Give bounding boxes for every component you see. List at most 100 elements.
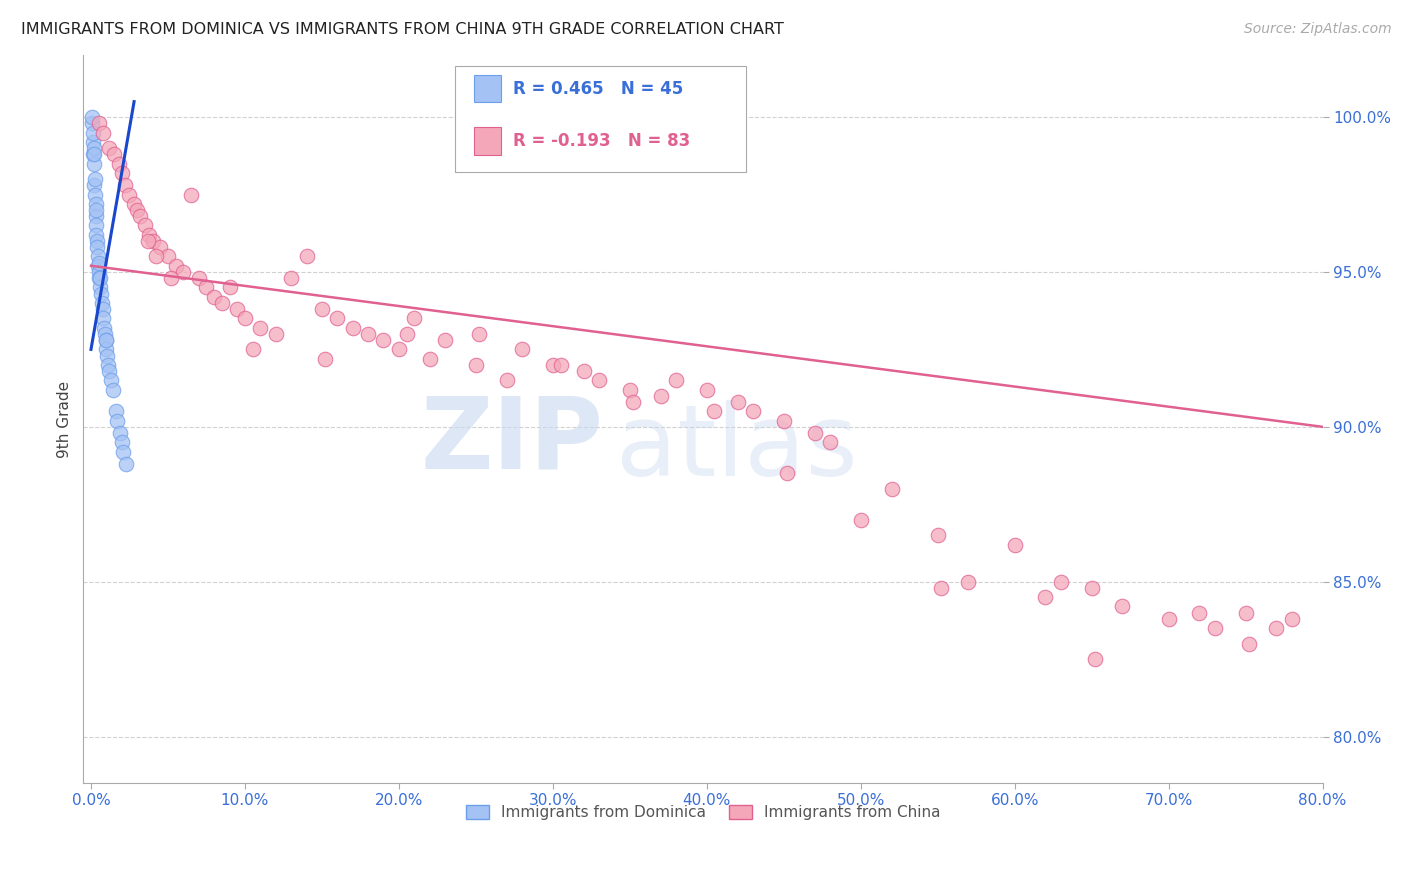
Point — [957, 574, 980, 589]
Point — [1204, 621, 1226, 635]
Point — [927, 528, 949, 542]
Point — [86, 240, 108, 254]
Text: R = -0.193   N = 83: R = -0.193 N = 83 — [513, 132, 690, 150]
Point — [93, 320, 115, 334]
Point — [87, 259, 110, 273]
Point — [100, 373, 122, 387]
Point — [357, 326, 380, 341]
Text: ZIP: ZIP — [420, 392, 603, 490]
Point — [264, 326, 287, 341]
Point — [419, 351, 441, 366]
Point — [110, 425, 132, 440]
Point — [619, 383, 641, 397]
Point — [96, 333, 118, 347]
Point — [91, 311, 114, 326]
Point — [468, 326, 491, 341]
Point — [129, 209, 152, 223]
Point — [434, 333, 457, 347]
Point — [103, 147, 125, 161]
Point — [89, 271, 111, 285]
Point — [233, 311, 256, 326]
Point — [818, 435, 841, 450]
Point — [742, 404, 765, 418]
Point — [572, 364, 595, 378]
Point — [83, 187, 105, 202]
Point — [138, 227, 160, 242]
Point — [202, 290, 225, 304]
Point — [112, 444, 135, 458]
Point — [1084, 652, 1107, 666]
Legend: Immigrants from Dominica, Immigrants from China: Immigrants from Dominica, Immigrants fro… — [460, 799, 946, 826]
Point — [404, 311, 426, 326]
Bar — [474, 128, 501, 155]
Point — [172, 265, 194, 279]
Y-axis label: 9th Grade: 9th Grade — [58, 381, 72, 458]
Point — [280, 271, 302, 285]
Point — [395, 326, 418, 341]
Point — [98, 141, 121, 155]
Point — [80, 116, 103, 130]
Point — [588, 373, 610, 387]
Point — [772, 414, 794, 428]
Point — [650, 389, 672, 403]
Point — [104, 404, 127, 418]
Point — [1035, 590, 1057, 604]
Point — [342, 320, 364, 334]
Point — [86, 219, 108, 233]
Point — [1188, 606, 1211, 620]
Text: R = 0.465   N = 45: R = 0.465 N = 45 — [513, 79, 683, 97]
Point — [84, 202, 107, 217]
Point — [118, 187, 141, 202]
Point — [83, 156, 105, 170]
Point — [803, 425, 825, 440]
Point — [82, 147, 104, 161]
Point — [89, 280, 111, 294]
Point — [165, 259, 187, 273]
Point — [96, 349, 118, 363]
Point — [665, 373, 688, 387]
Point — [211, 296, 233, 310]
Point — [314, 351, 336, 366]
Point — [195, 280, 218, 294]
FancyBboxPatch shape — [456, 66, 747, 171]
Point — [98, 364, 121, 378]
Point — [160, 271, 183, 285]
Point — [96, 343, 118, 357]
Point — [82, 110, 104, 124]
Point — [464, 358, 486, 372]
Point — [249, 320, 271, 334]
Point — [550, 358, 572, 372]
Point — [621, 395, 644, 409]
Point — [326, 311, 349, 326]
Point — [180, 187, 202, 202]
Bar — [474, 75, 501, 103]
Point — [295, 250, 318, 264]
Point — [187, 271, 209, 285]
Point — [94, 333, 117, 347]
Point — [111, 166, 134, 180]
Point — [87, 250, 110, 264]
Point — [495, 373, 517, 387]
Point — [1281, 612, 1303, 626]
Point — [83, 147, 105, 161]
Point — [541, 358, 564, 372]
Point — [94, 326, 117, 341]
Point — [84, 209, 107, 223]
Point — [703, 404, 725, 418]
Point — [1050, 574, 1073, 589]
Point — [1237, 637, 1260, 651]
Point — [114, 178, 136, 193]
Point — [1157, 612, 1180, 626]
Point — [776, 467, 799, 481]
Point — [86, 227, 108, 242]
Text: Source: ZipAtlas.com: Source: ZipAtlas.com — [1244, 22, 1392, 37]
Point — [849, 513, 872, 527]
Point — [1004, 537, 1026, 551]
Point — [142, 234, 165, 248]
Point — [90, 286, 112, 301]
Point — [97, 358, 120, 372]
Point — [111, 435, 134, 450]
Point — [134, 219, 156, 233]
Point — [82, 126, 104, 140]
Point — [136, 234, 159, 248]
